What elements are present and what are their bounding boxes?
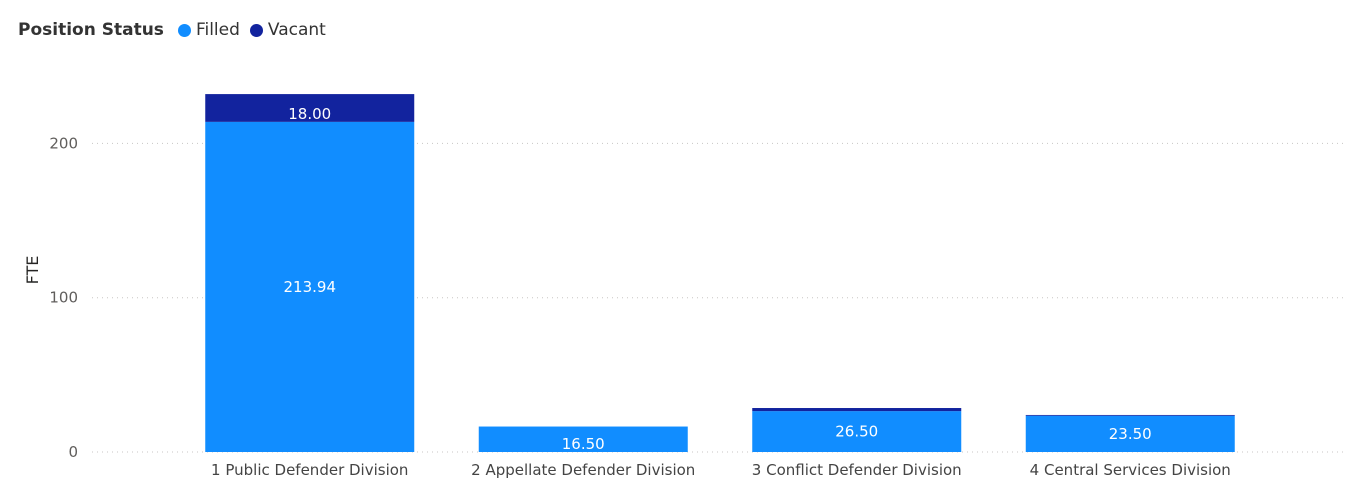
legend-dot-filled xyxy=(177,23,191,37)
x-axis-categories: 1 Public Defender Division 2 Appellate De… xyxy=(211,461,1231,479)
legend-item-filled[interactable]: Filled xyxy=(177,20,240,40)
y-tick-label: 0 xyxy=(68,443,78,461)
x-category-label: 3 Conflict Defender Division xyxy=(752,461,962,479)
data-label-filled-2: 16.50 xyxy=(562,435,605,453)
data-labels: 213.94 18.00 16.50 26.50 23.50 xyxy=(284,105,1152,453)
legend-label-vacant: Vacant xyxy=(267,20,326,40)
y-axis-title: FTE xyxy=(23,256,42,285)
data-label-filled-4: 23.50 xyxy=(1109,425,1152,443)
y-tick-label: 100 xyxy=(49,289,78,307)
bar-vacant-1[interactable] xyxy=(205,94,415,122)
x-category-label: 1 Public Defender Division xyxy=(211,461,408,479)
legend-dot-vacant xyxy=(249,23,263,37)
bar-filled-3[interactable] xyxy=(752,411,962,452)
legend-label-filled: Filled xyxy=(195,20,240,40)
legend-title: Position Status xyxy=(18,20,164,40)
data-label-filled-3: 26.50 xyxy=(835,423,878,441)
bar-filled-1[interactable] xyxy=(205,121,415,453)
legend: Position Status Filled Vacant xyxy=(18,20,336,40)
bar-vacant-4[interactable] xyxy=(1025,414,1235,416)
x-category-label: 2 Appellate Defender Division xyxy=(471,461,695,479)
y-axis-ticks: 0 100 200 xyxy=(49,134,78,461)
x-category-label: 4 Central Services Division xyxy=(1030,461,1231,479)
data-label-vacant-1: 18.00 xyxy=(288,105,331,123)
bar-vacant-3[interactable] xyxy=(752,408,962,412)
bars xyxy=(205,94,1235,453)
bar-filled-4[interactable] xyxy=(1025,415,1235,452)
legend-item-vacant[interactable]: Vacant xyxy=(249,20,326,40)
y-tick-label: 200 xyxy=(49,134,78,152)
data-label-filled-1: 213.94 xyxy=(284,278,337,296)
bar-filled-2[interactable] xyxy=(478,426,688,452)
